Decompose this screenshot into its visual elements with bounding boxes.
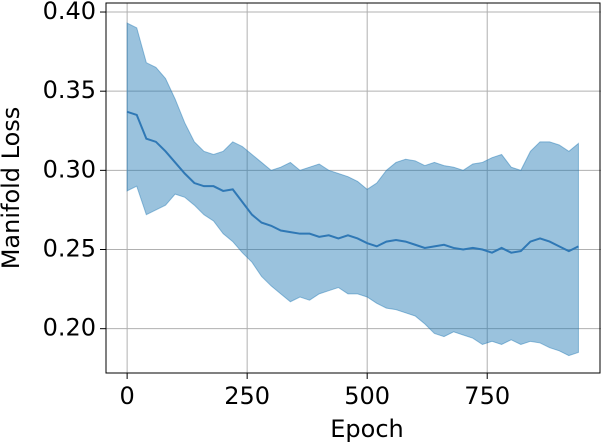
y-tick-label: 0.35 <box>43 76 96 104</box>
confidence-band <box>126 22 579 357</box>
y-tick-label: 0.40 <box>43 0 96 25</box>
y-tick-label: 0.25 <box>43 235 96 263</box>
x-tick-label: 750 <box>464 382 510 410</box>
x-tick-label: 250 <box>224 382 270 410</box>
x-tick-label: 500 <box>344 382 390 410</box>
x-tick-label: 0 <box>119 382 134 410</box>
y-tick-label: 0.30 <box>43 155 96 183</box>
x-axis-label: Epoch <box>330 415 404 443</box>
y-tick-label: 0.20 <box>43 314 96 342</box>
mean-line <box>126 110 579 254</box>
plot-frame <box>105 2 601 374</box>
y-axis-label: Manifold Loss <box>0 107 25 270</box>
